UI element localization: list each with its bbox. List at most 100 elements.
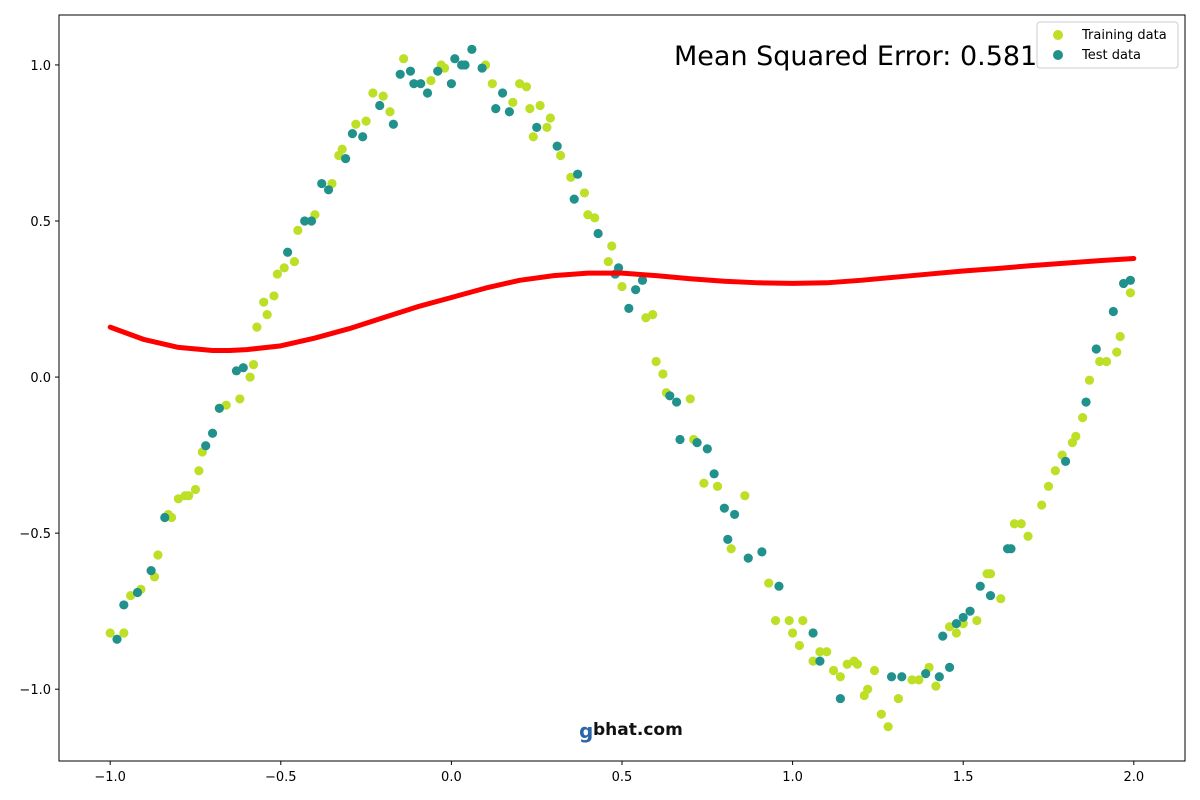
- training-data-point: [685, 394, 695, 404]
- test-data-point: [897, 672, 907, 682]
- test-data-point: [416, 79, 426, 89]
- training-data-point: [194, 466, 204, 476]
- training-data-point: [658, 369, 668, 379]
- training-data-point: [869, 665, 880, 676]
- x-tick-label: 1.0: [782, 770, 803, 785]
- training-data-point: [368, 88, 378, 98]
- test-data-point: [985, 590, 996, 601]
- test-data-point: [938, 631, 948, 641]
- test-data-point: [306, 216, 317, 226]
- training-data-point: [119, 628, 129, 638]
- test-data-point: [160, 512, 170, 523]
- test-data-point: [1108, 306, 1118, 317]
- training-data-point: [385, 107, 395, 117]
- test-data-point: [395, 69, 405, 79]
- legend: Training data Test data: [1036, 21, 1179, 69]
- training-data-point: [726, 544, 736, 554]
- test-data-point: [409, 79, 419, 89]
- training-data-point: [907, 675, 917, 685]
- fit-line-layer: [107, 255, 1137, 354]
- training-data-point: [579, 188, 590, 198]
- test-data-point: [323, 185, 334, 195]
- training-data-point: [293, 225, 303, 235]
- training-data-point: [931, 681, 941, 691]
- training-data-point: [337, 144, 347, 154]
- test-data-point: [450, 54, 460, 64]
- test-data-point: [934, 672, 944, 682]
- y-tick-label: 1.0: [30, 59, 51, 74]
- watermark-text: bhat.com: [593, 720, 683, 740]
- training-data-point: [590, 213, 600, 223]
- test-data-point: [1006, 544, 1016, 554]
- training-data-point: [279, 263, 289, 273]
- test-data-point: [944, 662, 955, 672]
- test-data-point: [665, 391, 675, 401]
- test-data-point: [112, 634, 122, 644]
- test-data-point: [709, 469, 719, 479]
- training-data-point: [508, 97, 518, 107]
- watermark: g bhat.com: [579, 719, 683, 743]
- y-tick-label: 0.5: [30, 215, 51, 230]
- training-data-point: [764, 578, 774, 588]
- training-data-point: [996, 594, 1006, 604]
- legend-marker-test: [1053, 50, 1063, 60]
- test-data-point: [637, 275, 648, 285]
- training-data-point: [1050, 466, 1060, 476]
- test-data-point: [743, 553, 753, 563]
- training-data-point: [893, 693, 903, 704]
- test-data-point: [573, 169, 583, 179]
- training-data-point: [852, 659, 863, 669]
- y-axis: 1.0 0.5 0.0 −0.5 −1.0: [19, 59, 59, 698]
- test-data-point: [283, 247, 293, 257]
- x-tick-label: 1.5: [953, 770, 974, 785]
- training-data-point: [1084, 375, 1095, 385]
- test-data-point: [388, 119, 398, 129]
- training-data-point: [1043, 481, 1054, 491]
- test-data-point: [446, 79, 456, 89]
- training-data-point: [1016, 519, 1026, 529]
- y-tick-label: 0.0: [30, 371, 51, 386]
- y-tick-label: −1.0: [19, 683, 51, 698]
- training-data-point: [863, 684, 873, 694]
- test-data-point: [504, 107, 514, 117]
- training-data-point: [105, 628, 115, 638]
- training-data-point: [770, 615, 781, 626]
- training-data-point: [167, 512, 177, 523]
- test-data-point: [477, 63, 487, 73]
- x-tick-label: 0.0: [441, 770, 462, 785]
- training-data-point: [528, 132, 538, 142]
- test-data-point: [723, 534, 733, 544]
- training-data-point: [252, 322, 262, 332]
- training-data-point: [545, 113, 555, 123]
- training-data-point: [555, 150, 566, 161]
- y-tick-label: −0.5: [19, 527, 51, 542]
- training-data-point: [426, 75, 436, 86]
- test-data-point: [1091, 344, 1101, 354]
- test-data-point: [631, 285, 641, 295]
- test-data-point: [317, 178, 327, 189]
- test-data-point: [965, 606, 975, 616]
- test-data-point: [300, 216, 310, 226]
- test-data-point: [1125, 275, 1136, 285]
- test-data-point: [702, 444, 712, 454]
- training-data-point: [487, 79, 497, 89]
- training-data-point: [740, 491, 750, 501]
- test-data-point: [569, 194, 579, 204]
- regression-fit-line: [107, 255, 1137, 354]
- training-data-point: [190, 484, 201, 495]
- training-data-point: [1115, 331, 1125, 342]
- test-data-point: [951, 619, 961, 629]
- test-data-point: [460, 60, 470, 70]
- training-data-point: [822, 647, 832, 657]
- test-data-point: [375, 100, 385, 111]
- training-data-point: [259, 297, 269, 307]
- training-data-point: [876, 709, 886, 719]
- test-data-point: [675, 434, 685, 445]
- test-data-point: [671, 397, 682, 407]
- test-data-point: [719, 503, 729, 513]
- training-data-point: [794, 640, 805, 651]
- training-data-point: [1037, 500, 1047, 510]
- test-data-point: [532, 122, 542, 132]
- test-data-point: [1081, 397, 1091, 407]
- test-data-point: [593, 228, 603, 239]
